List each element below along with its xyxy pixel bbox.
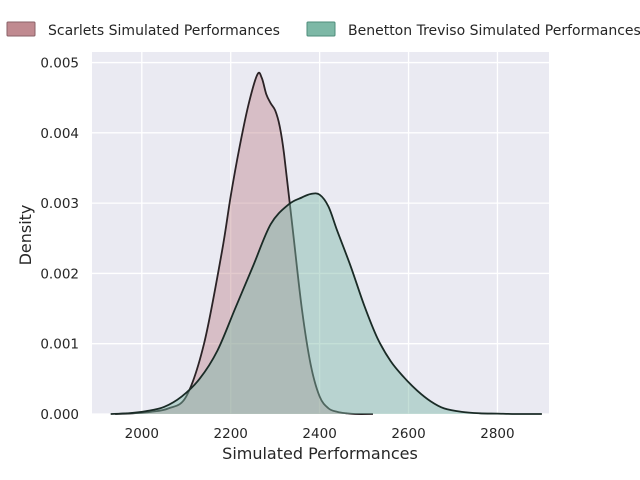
y-tick-label-2: 0.002 bbox=[40, 266, 79, 282]
legend-swatch-scarlets bbox=[6, 21, 36, 37]
plot-background bbox=[92, 52, 549, 414]
y-tick-label-5: 0.005 bbox=[40, 56, 79, 72]
grid-lines bbox=[92, 52, 549, 415]
x-axis-label: Simulated Performances bbox=[222, 444, 418, 463]
density-areas bbox=[110, 71, 542, 415]
x-tick-label-2: 2400 bbox=[302, 426, 336, 442]
x-tick-labels: 2000 2200 2400 2600 2800 bbox=[125, 426, 515, 442]
y-tick-label-3: 0.003 bbox=[40, 196, 79, 212]
legend-label-benetton: Benetton Treviso Simulated Performances bbox=[348, 23, 640, 39]
legend-swatch-benetton bbox=[306, 21, 336, 37]
x-tick-label-1: 2200 bbox=[214, 426, 248, 442]
legend-label-scarlets: Scarlets Simulated Performances bbox=[48, 23, 280, 39]
density-fill-series-1 bbox=[110, 193, 542, 415]
y-tick-labels: 0.000 0.001 0.002 0.003 0.004 0.005 bbox=[40, 56, 79, 423]
legend: Scarlets Simulated Performances Benetton… bbox=[6, 21, 640, 39]
y-axis-label: Density bbox=[16, 205, 35, 266]
x-tick-label-4: 2800 bbox=[480, 426, 514, 442]
density-fill-series-0 bbox=[115, 72, 373, 415]
y-tick-label-0: 0.000 bbox=[40, 407, 79, 423]
x-tick-label-3: 2600 bbox=[391, 426, 425, 442]
x-tick-label-0: 2000 bbox=[125, 426, 159, 442]
y-tick-label-1: 0.001 bbox=[40, 337, 79, 353]
y-tick-label-4: 0.004 bbox=[40, 126, 79, 142]
density-line-series-1 bbox=[110, 192, 542, 415]
